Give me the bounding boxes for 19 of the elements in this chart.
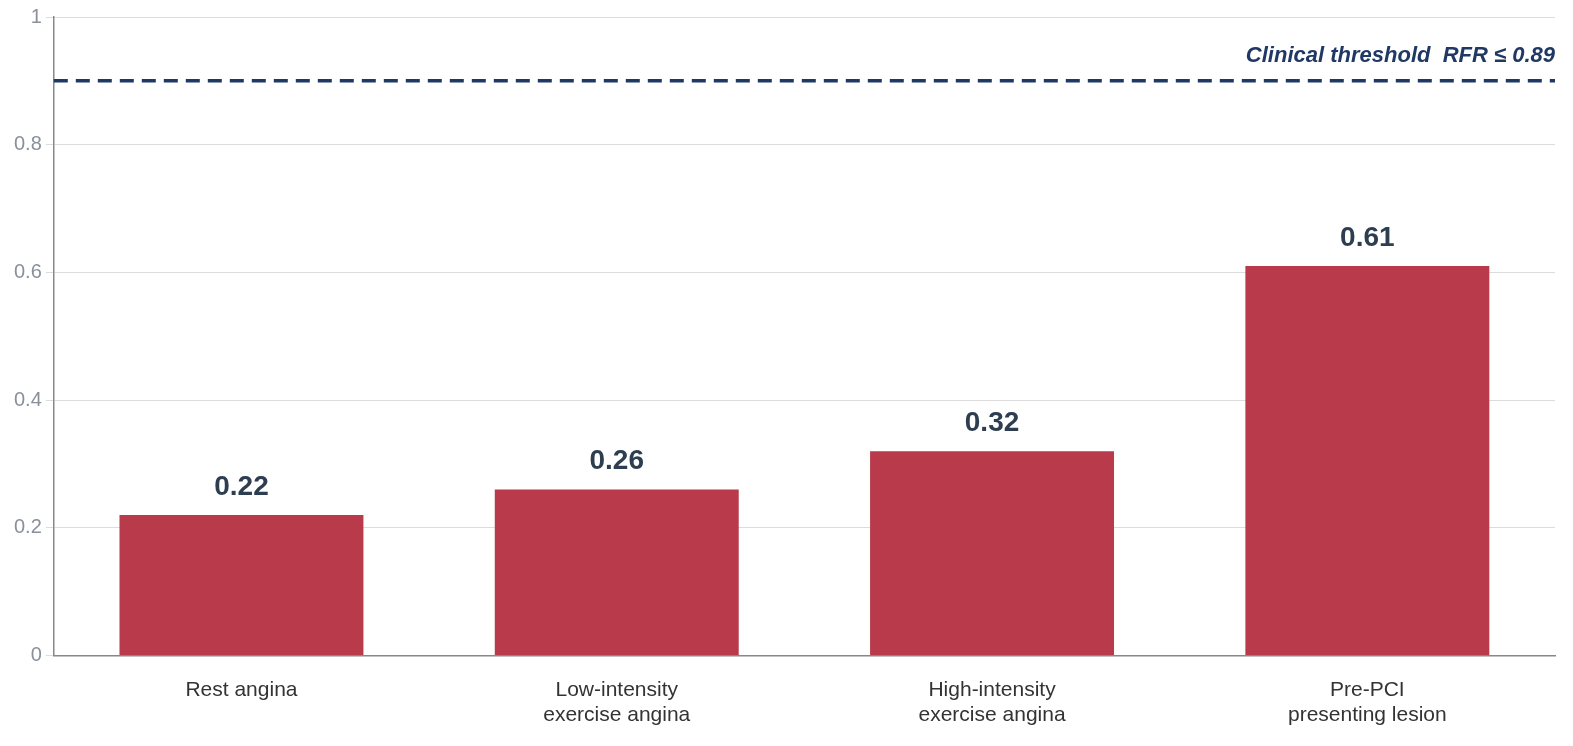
bar xyxy=(1245,266,1490,656)
bar xyxy=(119,515,364,656)
data-label: 0.61 xyxy=(1340,220,1395,252)
y-tick-label: 0.6 xyxy=(13,259,42,282)
bar xyxy=(494,489,739,656)
data-label: 0.26 xyxy=(589,444,644,476)
data-label: 0.22 xyxy=(214,469,269,501)
x-tick-label: Low-intensity exercise angina xyxy=(543,677,691,726)
x-tick-label: High-intensity exercise angina xyxy=(918,677,1066,726)
x-tick-label: Pre-PCI presenting lesion xyxy=(1287,677,1447,726)
bar xyxy=(870,451,1115,656)
y-tick-label: 0.8 xyxy=(13,132,42,155)
y-tick-label: 1 xyxy=(30,4,42,27)
ref-line-label: Clinical threshold RFR ≤ 0.89 xyxy=(1245,41,1556,67)
data-label: 0.32 xyxy=(964,405,1020,437)
y-tick-label: 0.4 xyxy=(13,387,42,410)
y-tick-label: 0 xyxy=(30,643,42,666)
y-tick-label: 0.2 xyxy=(13,515,42,538)
x-tick-label: Rest angina xyxy=(185,677,298,700)
